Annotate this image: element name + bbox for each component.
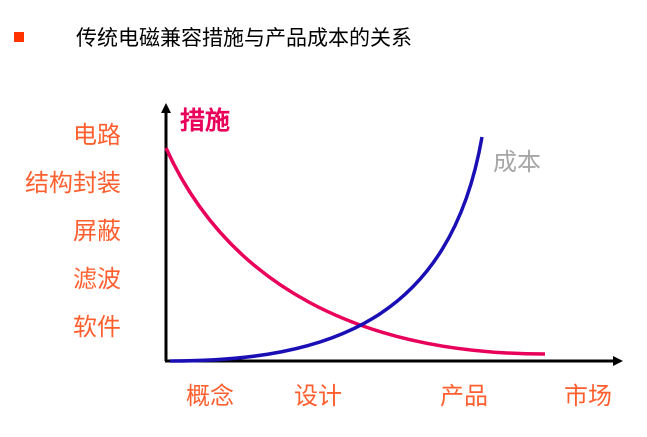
measure-level-shielding: 屏蔽 <box>73 217 121 245</box>
stage-label-market: 市场 <box>564 382 612 410</box>
stage-label-design: 设计 <box>294 382 342 410</box>
measures-curve <box>164 147 546 356</box>
measure-level-list: 电路 结构封装 屏蔽 滤波 软件 <box>25 111 121 351</box>
bullet-square-icon <box>14 32 24 42</box>
stage-label-concept: 概念 <box>186 382 234 410</box>
cost-curve <box>169 136 484 363</box>
stage-label-product: 产品 <box>440 382 488 410</box>
measure-level-software: 软件 <box>73 313 121 341</box>
measure-level-circuit: 电路 <box>73 121 121 149</box>
slide-title: 传统电磁兼容措施与产品成本的关系 <box>76 26 412 50</box>
measure-level-structure-packaging: 结构封装 <box>25 169 121 197</box>
cost-curve-label: 成本 <box>493 148 541 176</box>
y-axis-title: 措施 <box>180 106 231 135</box>
measure-level-filtering: 滤波 <box>73 265 121 293</box>
